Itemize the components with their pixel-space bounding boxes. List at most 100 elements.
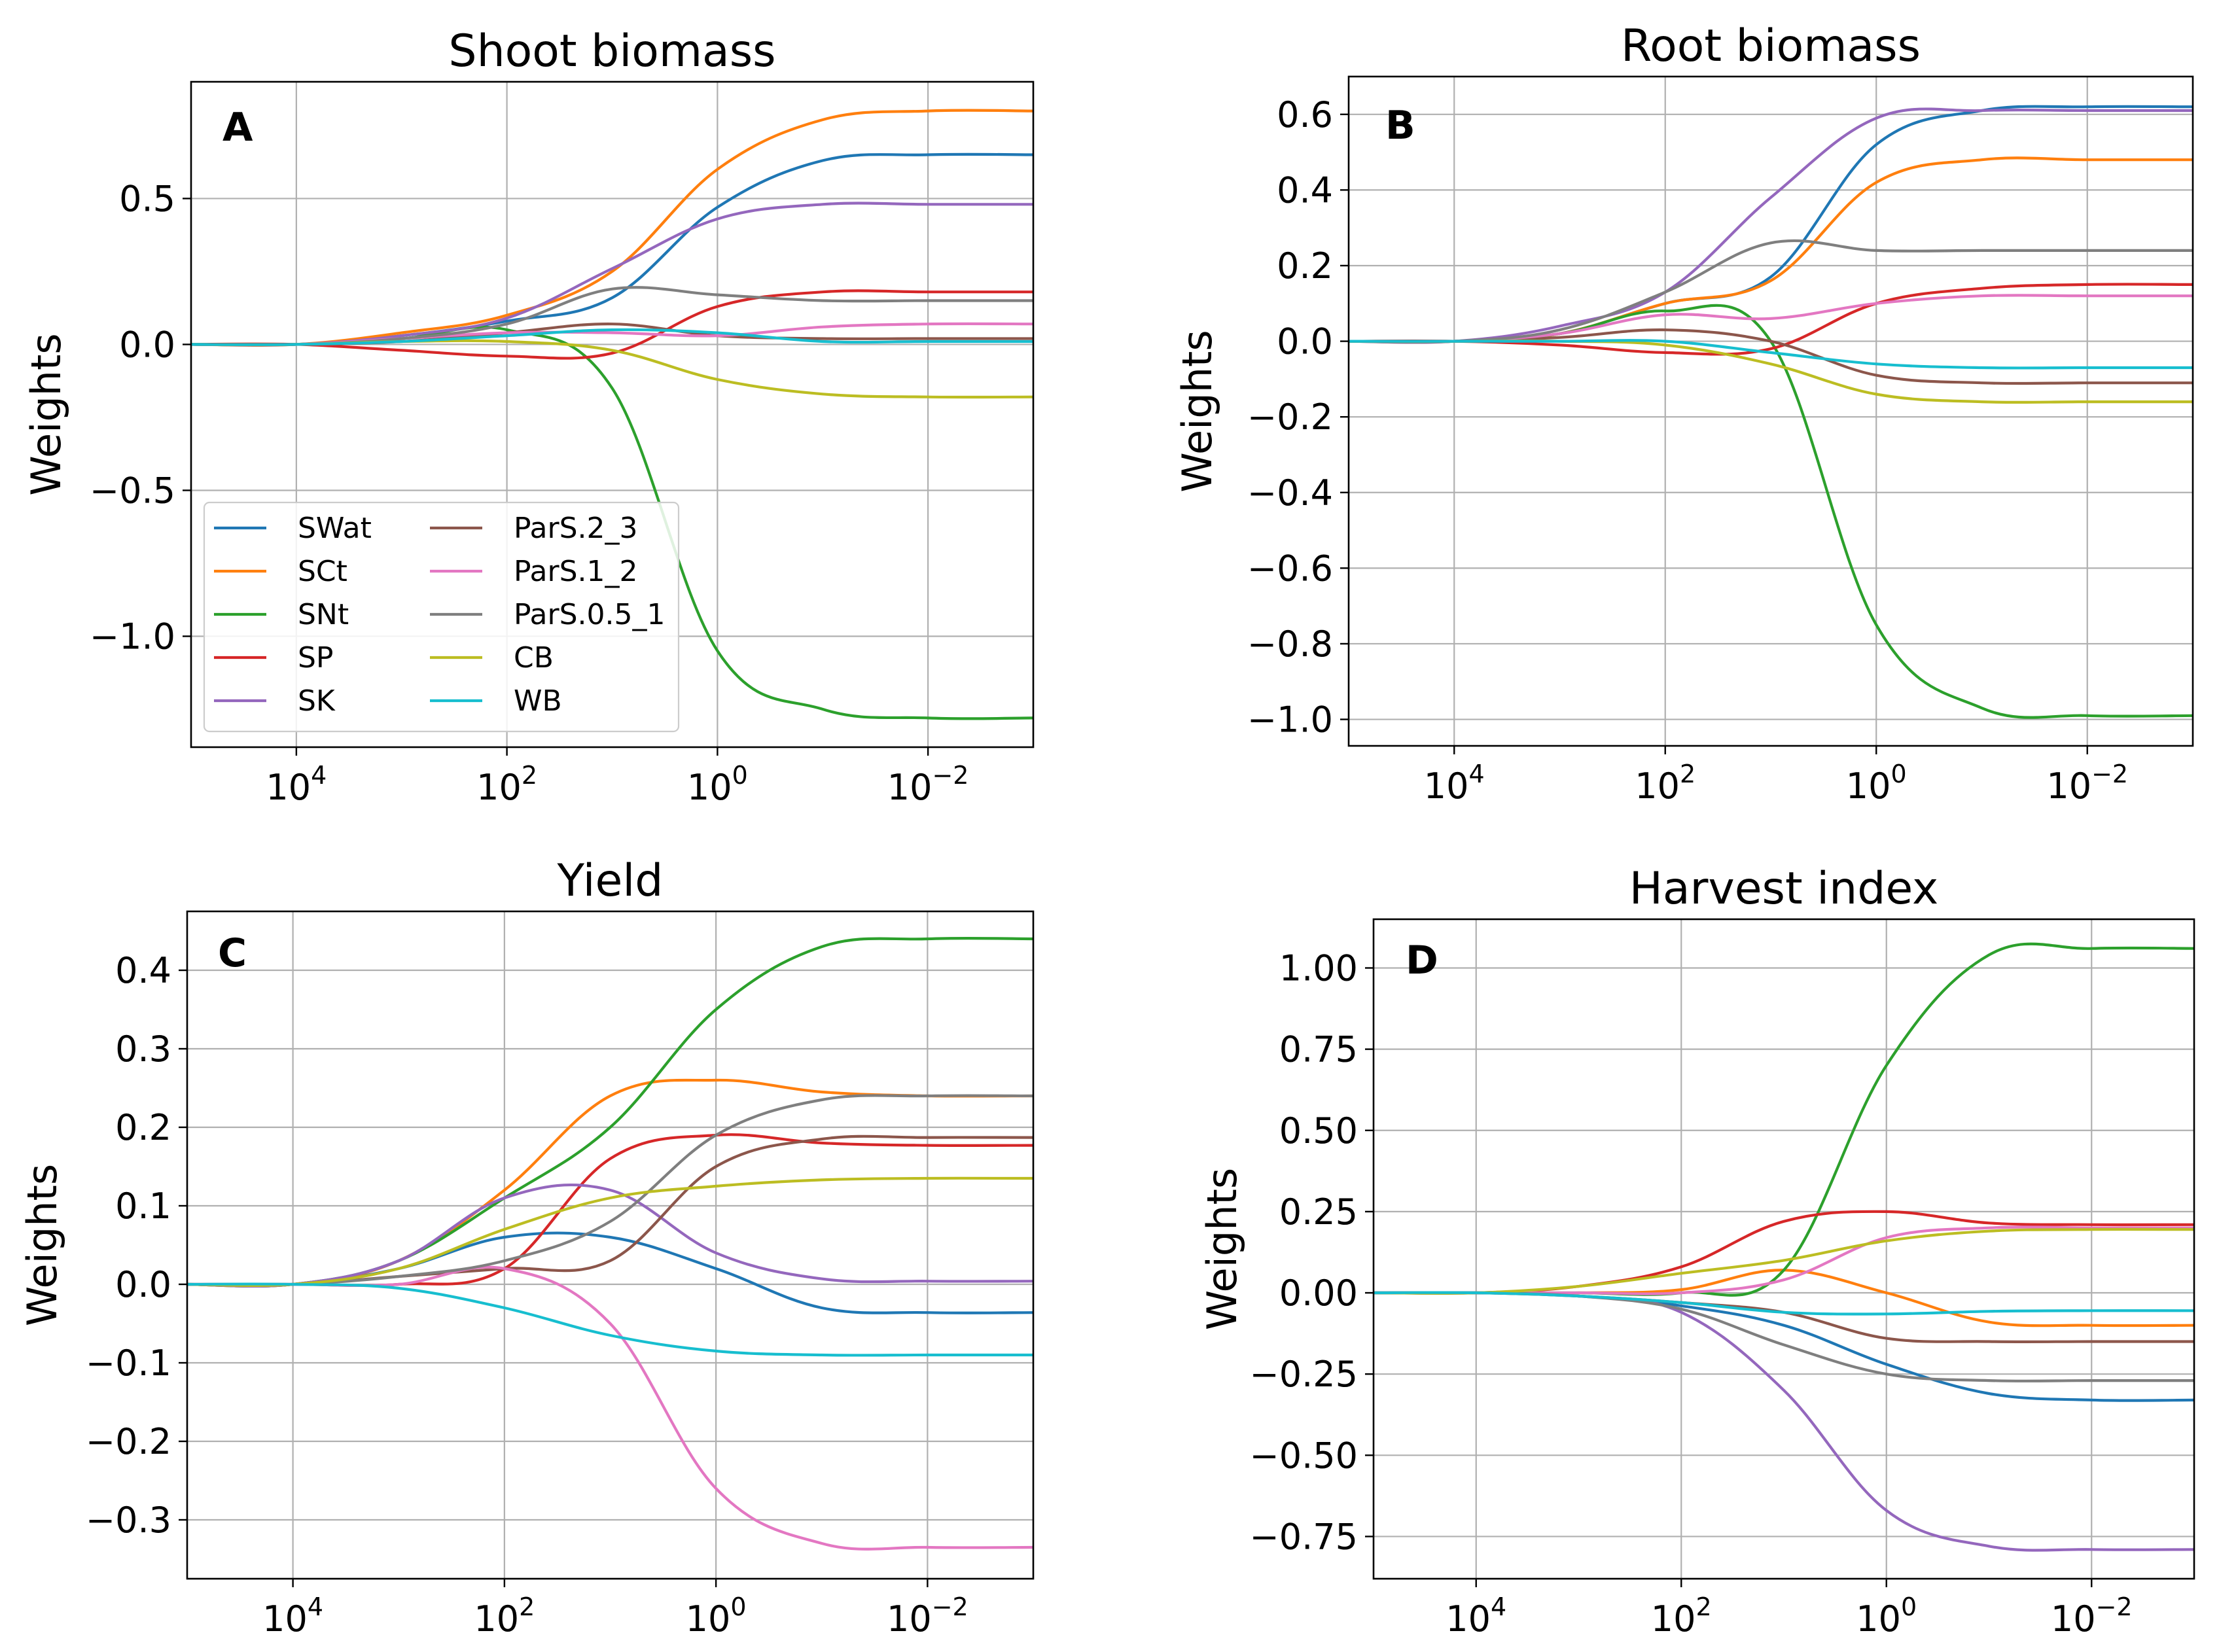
series-line-SWat xyxy=(187,1231,1033,1314)
series-line-ParS.0.5_1 xyxy=(187,1094,1033,1287)
series-line-SWat xyxy=(1349,105,2193,343)
series-line-SP xyxy=(187,1133,1033,1288)
series-line-SK xyxy=(1349,107,2193,344)
series-line-SWat xyxy=(191,152,1033,347)
axes-frame xyxy=(1372,918,2195,1580)
legend-label: CB xyxy=(514,641,554,675)
series-line-SK xyxy=(187,1183,1033,1288)
series-line-SNt xyxy=(187,936,1033,1288)
y-tick-label: −1.0 xyxy=(90,616,175,658)
y-tick-label: −0.3 xyxy=(86,1500,171,1541)
y-tick-label: 0.1 xyxy=(115,1186,171,1227)
y-tick-label: −0.6 xyxy=(1247,548,1333,589)
x-tick-label: 100 xyxy=(687,761,748,808)
series-line-ParS.0.5_1 xyxy=(1349,239,2193,344)
series-line-ParS.1_2 xyxy=(1349,294,2193,343)
y-tick-label: −0.4 xyxy=(1247,472,1333,514)
legend-label: ParS.1_2 xyxy=(514,555,638,588)
series-line-WB xyxy=(1374,1291,2194,1316)
series-line-SWat xyxy=(1374,1291,2194,1402)
y-tick-label: −0.5 xyxy=(90,470,175,511)
legend-label: ParS.2_3 xyxy=(514,512,638,545)
panel-label: A xyxy=(222,105,253,150)
x-tick-label: 102 xyxy=(476,761,537,808)
series-line-SCt xyxy=(191,109,1033,347)
x-tick-label: 10−2 xyxy=(887,761,969,808)
chart-title: Harvest index xyxy=(1629,863,1939,915)
x-tick-label: 10−2 xyxy=(2051,1592,2133,1640)
panel-D: 1.00 0.75 0.50 0.25 0.00 −0.25 −0.50 −0.75 104 10… xyxy=(1198,863,2195,1640)
x-tick-label: 104 xyxy=(1446,1592,1506,1640)
y-tick-label: 0.3 xyxy=(115,1028,171,1070)
legend-label: ParS.0.5_1 xyxy=(514,598,666,631)
series-line-SCt xyxy=(1374,1269,2194,1327)
panel-label: B xyxy=(1385,103,1415,149)
chart-title: Shoot biomass xyxy=(448,26,775,77)
series-line-ParS.0.5_1 xyxy=(1374,1291,2194,1382)
y-tick-label: 0.6 xyxy=(1277,94,1333,135)
legend-label: SNt xyxy=(298,598,349,631)
axes-frame xyxy=(1347,75,2194,747)
panel-B: 0.6 0.4 0.2 0.0 −0.2 −0.4 −0.6 −0.8 −1.0 104 102 10… xyxy=(1173,20,2194,807)
series-line-SK xyxy=(1374,1291,2194,1552)
y-tick-label: 0.4 xyxy=(115,950,171,991)
y-axis-label: Weights xyxy=(1198,1168,1246,1330)
y-tick-label: 0.00 xyxy=(1279,1273,1358,1314)
x-tick-label: 100 xyxy=(686,1592,747,1640)
y-axis-label: Weights xyxy=(1173,330,1221,492)
series-line-ParS.2_3 xyxy=(1349,328,2193,385)
x-tick-label: 102 xyxy=(1635,760,1695,807)
series-line-ParS.2_3 xyxy=(1374,1291,2194,1343)
x-tick-label: 102 xyxy=(1651,1592,1712,1640)
legend-label: SWat xyxy=(298,512,372,545)
y-axis-label: Weights xyxy=(22,333,70,495)
axes-frame xyxy=(186,910,1035,1580)
y-tick-label: 0.0 xyxy=(115,1264,171,1305)
y-tick-label: 0.4 xyxy=(1277,169,1333,211)
x-tick-label: 10−2 xyxy=(2046,760,2128,807)
x-tick-label: 100 xyxy=(1846,760,1907,807)
series-line-WB xyxy=(191,328,1033,346)
legend-label: SK xyxy=(298,684,336,718)
y-tick-label: −0.50 xyxy=(1250,1435,1358,1476)
y-axis-label: Weights xyxy=(18,1164,66,1326)
x-tick-label: 104 xyxy=(262,1592,323,1640)
y-tick-label: −1.0 xyxy=(1247,699,1333,741)
y-tick-label: 0.2 xyxy=(1277,245,1333,287)
y-tick-label: −0.75 xyxy=(1250,1516,1358,1557)
x-tick-label: 102 xyxy=(474,1592,535,1640)
y-tick-label: −0.1 xyxy=(86,1343,171,1384)
x-tick-label: 10−2 xyxy=(887,1592,968,1640)
panel-C: 0.4 0.3 0.2 0.1 0.0 −0.1 −0.2 −0.3 104 102 100 10−2… xyxy=(18,855,1035,1640)
x-tick-label: 104 xyxy=(1424,760,1485,807)
y-tick-label: −0.2 xyxy=(86,1421,171,1462)
y-tick-label: 0.2 xyxy=(115,1107,171,1148)
y-tick-label: 0.5 xyxy=(119,178,175,219)
panel-A: 0.5 0.0 −0.5 −1.0 104 102 100 10−2 Shoot biomass… xyxy=(22,26,1035,808)
legend-label: SP xyxy=(298,641,333,675)
series-line-CB xyxy=(1374,1227,2194,1295)
panel-label: C xyxy=(218,930,247,976)
series-line-SCt xyxy=(187,1078,1033,1288)
series-line-SNt xyxy=(1374,942,2194,1297)
series-line-ParS.1_2 xyxy=(187,1265,1033,1551)
chart-title: Root biomass xyxy=(1621,20,1921,72)
legend-label: WB xyxy=(514,684,562,718)
y-tick-label: 0.0 xyxy=(1277,321,1333,362)
y-tick-label: 0.75 xyxy=(1279,1029,1358,1070)
axes-frame xyxy=(190,80,1035,748)
y-tick-label: 0.50 xyxy=(1279,1110,1358,1151)
y-tick-label: −0.8 xyxy=(1247,624,1333,665)
y-tick-label: 1.00 xyxy=(1279,947,1358,989)
y-tick-label: −0.25 xyxy=(1250,1354,1358,1395)
chart-title: Yield xyxy=(557,855,664,907)
series-line-WB xyxy=(187,1282,1033,1357)
panel-label: D xyxy=(1406,938,1438,983)
x-tick-label: 104 xyxy=(266,761,327,808)
series-line-CB xyxy=(187,1176,1033,1288)
y-tick-label: −0.2 xyxy=(1247,396,1333,438)
series-line-WB xyxy=(1349,339,2193,370)
series-line-SP xyxy=(191,289,1033,360)
legend-box xyxy=(203,501,680,733)
